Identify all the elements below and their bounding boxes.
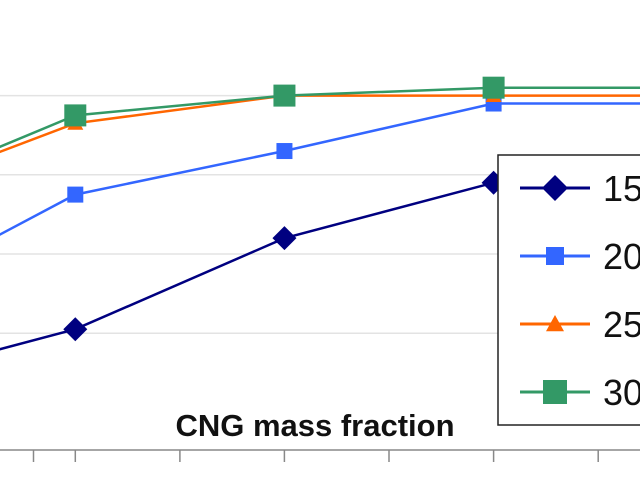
data-point-20-2: [67, 186, 84, 203]
legend-item-25: 25: [520, 304, 640, 345]
series-25: [0, 87, 640, 154]
data-point-30-2: [64, 104, 87, 127]
legend-box: [497, 154, 640, 426]
data-point-30-4: [482, 76, 505, 99]
legend-item-30: 30: [520, 372, 640, 413]
legend-item-15: 15: [520, 168, 640, 209]
data-point-30-3: [273, 84, 296, 107]
legend-marker-20: [546, 247, 564, 265]
x-axis-ticks: [32, 450, 599, 462]
legend-label-15: 15: [603, 168, 640, 209]
legend-marker-25: [546, 315, 564, 332]
data-point-20-3: [276, 143, 293, 160]
legend-marker-15: [542, 175, 568, 201]
series-line-30: [0, 86, 640, 149]
legend-label-20: 20: [603, 236, 640, 277]
legend-marker-30: [543, 380, 567, 404]
legend-label-30: 30: [603, 372, 640, 413]
legend: 15 20 25 30: [497, 154, 640, 426]
series-line-20: [0, 102, 640, 236]
series-30: [0, 76, 640, 149]
x-axis-title: CNG mass fraction: [175, 408, 454, 443]
data-point-15-2: [63, 317, 88, 342]
series-20: [0, 95, 640, 236]
data-point-15-3: [272, 226, 297, 251]
legend-item-20: 20: [520, 236, 640, 277]
legend-label-25: 25: [603, 304, 640, 345]
series-line-25: [0, 94, 640, 154]
series-line-15: [0, 181, 640, 351]
